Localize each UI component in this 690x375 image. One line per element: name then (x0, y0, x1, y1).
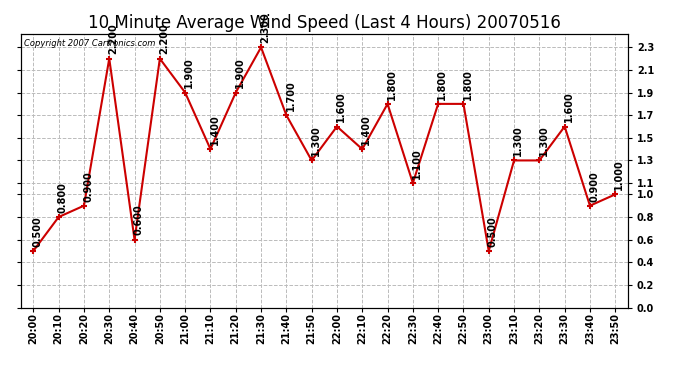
Text: 0.500: 0.500 (32, 216, 43, 247)
Text: 0.800: 0.800 (58, 182, 68, 213)
Text: 1.400: 1.400 (210, 114, 219, 145)
Text: 1.300: 1.300 (538, 126, 549, 156)
Text: 1.100: 1.100 (412, 148, 422, 179)
Text: 0.500: 0.500 (488, 216, 498, 247)
Text: 1.800: 1.800 (437, 69, 447, 100)
Text: 1.300: 1.300 (310, 126, 321, 156)
Text: 2.200: 2.200 (108, 24, 119, 54)
Text: 0.900: 0.900 (83, 171, 93, 201)
Text: 1.900: 1.900 (184, 58, 195, 88)
Text: 1.600: 1.600 (564, 92, 574, 122)
Text: 1.600: 1.600 (336, 92, 346, 122)
Text: 1.000: 1.000 (614, 159, 624, 190)
Text: 0.600: 0.600 (134, 205, 144, 236)
Text: 0.900: 0.900 (589, 171, 599, 201)
Text: 1.900: 1.900 (235, 58, 245, 88)
Text: 1.800: 1.800 (462, 69, 473, 100)
Text: 1.800: 1.800 (386, 69, 397, 100)
Title: 10 Minute Average Wind Speed (Last 4 Hours) 20070516: 10 Minute Average Wind Speed (Last 4 Hou… (88, 14, 561, 32)
Text: Copyright 2007 Cartronics.com: Copyright 2007 Cartronics.com (23, 39, 155, 48)
Text: 1.400: 1.400 (362, 114, 371, 145)
Text: 2.200: 2.200 (159, 24, 169, 54)
Text: 1.300: 1.300 (513, 126, 523, 156)
Text: 2.300: 2.300 (260, 12, 270, 43)
Text: 1.700: 1.700 (286, 80, 295, 111)
